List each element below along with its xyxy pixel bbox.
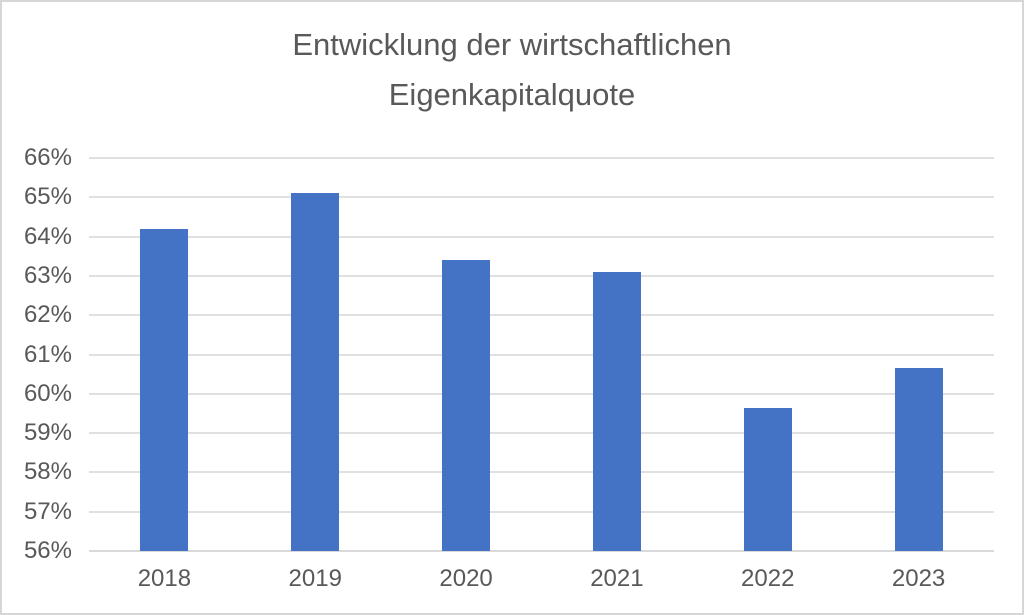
x-tick-label: 2020 — [439, 565, 493, 592]
chart-title-line-2: Eigenkapitalquote — [388, 77, 636, 112]
x-axis-line — [89, 550, 994, 552]
x-tick-label: 2019 — [288, 565, 342, 592]
y-tick-label: 66% — [23, 144, 72, 171]
gridline — [89, 274, 994, 277]
y-tick-label: 56% — [23, 537, 72, 564]
gridline — [89, 471, 994, 474]
y-tick-label: 57% — [23, 497, 72, 525]
y-tick-label: 64% — [23, 222, 72, 250]
y-tick-label: 58% — [23, 458, 72, 486]
bar-2018 — [140, 228, 189, 551]
y-tick-label: 60% — [23, 379, 72, 407]
bar-2023 — [894, 368, 943, 551]
gridline — [89, 196, 994, 199]
y-tick-label: 65% — [23, 183, 72, 211]
x-tick-label: 2023 — [891, 565, 946, 592]
gridline — [89, 392, 994, 395]
gridline — [89, 432, 994, 435]
gridline — [89, 314, 994, 317]
chart-title: Entwicklung der wirtschaftlichen Eigenka… — [2, 20, 1022, 120]
x-tick-label: 2022 — [741, 565, 795, 592]
bar-2021 — [592, 271, 641, 551]
chart-title-line-1: Entwicklung der wirtschaftlichen — [292, 27, 732, 62]
gridline — [89, 235, 994, 238]
gridline — [89, 157, 994, 159]
y-tick-label: 59% — [23, 419, 72, 447]
x-tick-label: 2021 — [590, 565, 644, 592]
gridline — [89, 510, 994, 513]
gridline — [89, 353, 994, 356]
bar-2020 — [442, 260, 491, 551]
bar-2019 — [291, 193, 340, 551]
y-tick-label: 61% — [23, 340, 72, 368]
y-tick-label: 63% — [23, 261, 72, 289]
bar-2022 — [743, 407, 792, 551]
y-tick-label: 62% — [23, 301, 72, 329]
x-tick-label: 2018 — [137, 565, 192, 592]
